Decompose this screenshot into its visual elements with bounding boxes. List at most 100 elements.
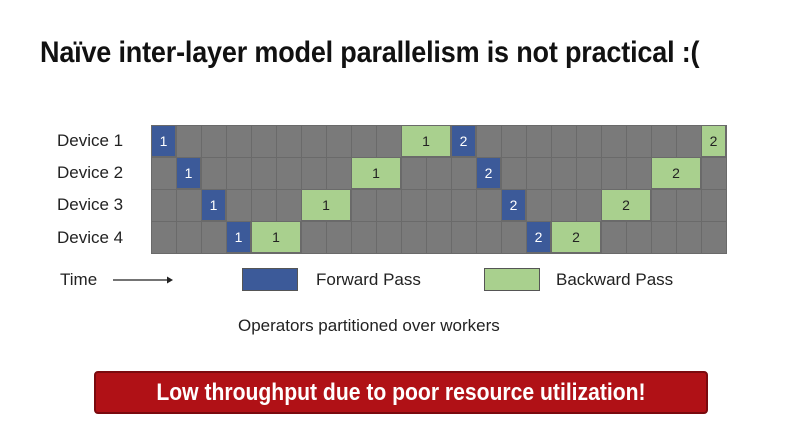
idle-slot: [201, 125, 226, 157]
idle-slot: [651, 125, 676, 157]
idle-slot: [701, 221, 726, 253]
device-label: Device 2: [57, 163, 124, 182]
idle-slot: [301, 125, 326, 157]
idle-slot: [376, 221, 401, 253]
device-label: Device 1: [57, 131, 124, 150]
warning-banner: Low throughput due to poor resource util…: [94, 371, 708, 414]
idle-slot: [526, 157, 551, 189]
backward-pass-label: Backward Pass: [556, 270, 674, 289]
idle-slot: [426, 189, 451, 221]
idle-slot: [651, 221, 676, 253]
backward-pass-block: 1: [401, 125, 451, 157]
forward-pass-block: 2: [476, 157, 501, 189]
idle-slot: [626, 125, 651, 157]
idle-slot: [401, 221, 426, 253]
idle-slot: [251, 125, 276, 157]
idle-slot: [576, 125, 601, 157]
idle-slot: [351, 125, 376, 157]
idle-slot: [276, 125, 301, 157]
device-label: Device 4: [57, 228, 124, 247]
idle-slot: [151, 221, 176, 253]
backward-pass-block: 2: [651, 157, 701, 189]
idle-slot: [601, 157, 626, 189]
idle-slot: [526, 189, 551, 221]
idle-slot: [551, 189, 576, 221]
idle-slot: [276, 157, 301, 189]
warning-banner-text: Low throughput due to poor resource util…: [156, 378, 646, 406]
idle-slot: [526, 125, 551, 157]
idle-slot: [176, 189, 201, 221]
idle-slot: [426, 157, 451, 189]
idle-slot: [201, 221, 226, 253]
idle-slot: [226, 189, 251, 221]
idle-slot: [501, 157, 526, 189]
idle-slot: [301, 157, 326, 189]
idle-slot: [676, 189, 701, 221]
idle-slot: [401, 189, 426, 221]
backward-pass-block: 2: [551, 221, 601, 253]
idle-slot: [451, 189, 476, 221]
idle-slot: [326, 125, 351, 157]
idle-slot: [351, 189, 376, 221]
idle-slot: [626, 221, 651, 253]
idle-slot: [451, 221, 476, 253]
idle-slot: [626, 157, 651, 189]
idle-slot: [476, 221, 501, 253]
idle-slot: [701, 157, 726, 189]
idle-slot: [551, 125, 576, 157]
idle-slot: [176, 125, 201, 157]
idle-slot: [576, 157, 601, 189]
backward-pass-block: 2: [601, 189, 651, 221]
backward-pass-block: 1: [351, 157, 401, 189]
idle-slot: [326, 157, 351, 189]
idle-slot: [151, 189, 176, 221]
idle-slot: [376, 189, 401, 221]
idle-slot: [676, 125, 701, 157]
forward-pass-label: Forward Pass: [316, 270, 421, 289]
forward-pass-block: 2: [501, 189, 526, 221]
backward-pass-block: 2: [701, 125, 726, 157]
idle-slot: [501, 221, 526, 253]
idle-slot: [376, 125, 401, 157]
forward-pass-block: 1: [226, 221, 251, 253]
idle-slot: [351, 221, 376, 253]
idle-slot: [201, 157, 226, 189]
backward-pass-block: 1: [301, 189, 351, 221]
idle-slot: [601, 125, 626, 157]
idle-slot: [476, 125, 501, 157]
caption: Operators partitioned over workers: [238, 316, 500, 335]
forward-pass-block: 1: [201, 189, 226, 221]
idle-slot: [701, 189, 726, 221]
time-label: Time: [60, 270, 98, 289]
idle-slot: [476, 189, 501, 221]
idle-slot: [426, 221, 451, 253]
idle-slot: [251, 189, 276, 221]
idle-slot: [601, 221, 626, 253]
idle-slot: [451, 157, 476, 189]
idle-slot: [226, 125, 251, 157]
forward-pass-swatch: [242, 268, 298, 291]
idle-slot: [576, 189, 601, 221]
backward-pass-swatch: [484, 268, 540, 291]
forward-pass-block: 1: [176, 157, 201, 189]
idle-slot: [501, 125, 526, 157]
time-arrow-icon: [113, 276, 173, 284]
forward-pass-block: 2: [451, 125, 476, 157]
idle-slot: [151, 157, 176, 189]
idle-slot: [401, 157, 426, 189]
idle-slot: [226, 157, 251, 189]
idle-slot: [176, 221, 201, 253]
slide-title: Naïve inter-layer model parallelism is n…: [40, 36, 700, 69]
forward-pass-block: 2: [526, 221, 551, 253]
forward-pass-block: 1: [151, 125, 176, 157]
idle-slot: [326, 221, 351, 253]
idle-slot: [301, 221, 326, 253]
idle-slot: [651, 189, 676, 221]
idle-slot: [676, 221, 701, 253]
device-label: Device 3: [57, 195, 124, 214]
idle-slot: [276, 189, 301, 221]
idle-slot: [251, 157, 276, 189]
idle-slot: [551, 157, 576, 189]
backward-pass-block: 1: [251, 221, 301, 253]
